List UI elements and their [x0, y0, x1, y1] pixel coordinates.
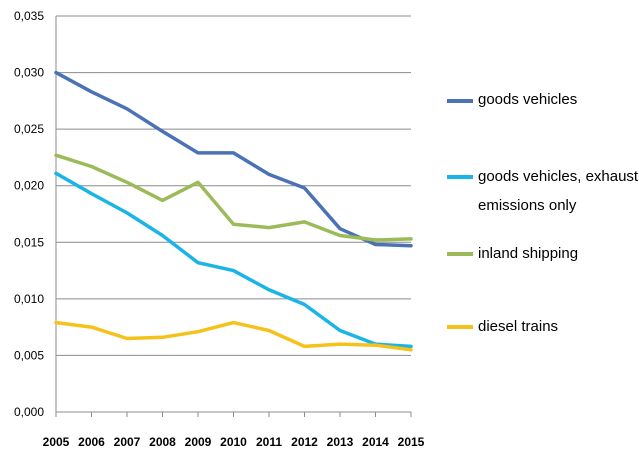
x-tick-label: 2005 — [43, 435, 70, 449]
axes — [55, 16, 411, 413]
x-tick-label: 2013 — [327, 435, 354, 449]
x-tick-label: 2006 — [78, 435, 105, 449]
x-tick-label: 2014 — [362, 435, 389, 449]
x-axis-ticks: 2005 2006 2007 2008 2009 2010 2011 2012 2013 2014… — [43, 412, 425, 449]
gridlines — [56, 15, 411, 356]
legend-label-1: goods vehicles, exhaust emissions only — [478, 168, 639, 214]
y-tick-label: 0,025 — [14, 122, 44, 136]
y-tick-label: 0,000 — [14, 405, 44, 419]
y-tick-label: 0,035 — [14, 9, 44, 23]
x-tick-label: 2012 — [291, 435, 318, 449]
series-line-1 — [54, 171, 413, 349]
series-line-2 — [54, 153, 413, 242]
series-line-0 — [54, 70, 413, 248]
y-tick-label: 0,005 — [14, 348, 44, 362]
y-tick-label: 0,030 — [14, 66, 44, 80]
series-lines — [54, 70, 413, 352]
x-tick-label: 2009 — [185, 435, 212, 449]
x-tick-label: 2011 — [256, 435, 282, 449]
y-tick-label: 0,015 — [14, 235, 44, 249]
x-tick-label: 2010 — [220, 435, 247, 449]
series-line-3 — [54, 320, 413, 352]
legend: goods vehicles goods vehicles, exhaust emi… — [447, 91, 639, 335]
legend-label-0: goods vehicles — [478, 91, 577, 108]
x-tick-label: 2007 — [114, 435, 141, 449]
x-tick-label: 2015 — [398, 435, 425, 449]
y-axis-ticks: 0,000 0,005 0,010 0,015 0,020 0,025 0,030 0,035 — [14, 9, 44, 419]
legend-label-2: inland shipping — [478, 245, 578, 262]
x-tick-label: 2008 — [149, 435, 176, 449]
legend-label-3: diesel trains — [478, 318, 558, 335]
y-tick-label: 0,020 — [14, 179, 44, 193]
y-tick-label: 0,010 — [14, 292, 44, 306]
